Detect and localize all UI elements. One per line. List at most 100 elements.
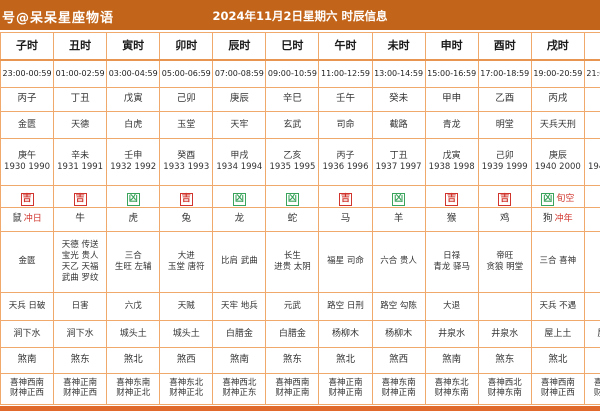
row-zodiac-cell: 猴 bbox=[425, 208, 478, 232]
year-list: 1939 1999 bbox=[479, 163, 531, 173]
row-hour-header-cell: 丑时 bbox=[54, 33, 107, 61]
row-time-range-cell: 15:00-16:59 bbox=[425, 60, 478, 88]
row-nayin-cell: 涧下水 bbox=[1, 321, 54, 348]
jishen-line: 生旺 左辅 bbox=[107, 262, 159, 273]
year-list: 1931 1991 bbox=[54, 163, 106, 173]
row-zodiac-cell: 猪 bbox=[584, 208, 600, 232]
jishen-line: 六合 贵人 bbox=[373, 256, 425, 267]
row-ganzhi-cell: 乙酉 bbox=[478, 88, 531, 112]
zodiac-name: 兔 bbox=[182, 213, 192, 224]
jishen-line: 日禄 bbox=[426, 251, 478, 262]
row-nayin-cell: 城头土 bbox=[160, 321, 213, 348]
row-inauspicious-spirits-cell: 路空 勾陈 bbox=[372, 293, 425, 321]
row-ganzhi-cell: 丁丑 bbox=[54, 88, 107, 112]
row-zodiac-cell: 牛 bbox=[54, 208, 107, 232]
row-zodiac-cell: 马 bbox=[319, 208, 372, 232]
row-auspicious-spirits-cell: 三合生旺 左辅 bbox=[107, 232, 160, 293]
row-ganzhi-cell: 丙子 bbox=[1, 88, 54, 112]
year-list: 1935 1995 bbox=[266, 163, 318, 173]
luck-badge: 吉 bbox=[74, 193, 87, 206]
jishen-line: 武曲 罗纹 bbox=[54, 273, 106, 284]
row-auspicious-spirits-cell: 长生进贵 太阴 bbox=[266, 232, 319, 293]
year-ganzhi: 庚午 bbox=[1, 151, 53, 161]
row-luck-cell: 凶旬空 bbox=[531, 186, 584, 208]
caishen-direction: 财神正南 bbox=[266, 389, 318, 399]
row-sha-direction-cell: 煞北 bbox=[319, 348, 372, 374]
row-time-range-cell: 09:00-10:59 bbox=[266, 60, 319, 88]
row-ganzhi-cell: 辛巳 bbox=[266, 88, 319, 112]
row-luck-cell: 凶 bbox=[107, 186, 160, 208]
row-ganzhi-cell: 壬午 bbox=[319, 88, 372, 112]
row-ganzhi-cell: 庚辰 bbox=[213, 88, 266, 112]
row-huangdao-spirit-cell: 天兵天刑 bbox=[531, 112, 584, 139]
row-huangdao-spirit-cell: 朱雀 bbox=[584, 112, 600, 139]
row-nayin-cell: 屋上土 bbox=[531, 321, 584, 348]
row-sha-direction-cell: 煞北 bbox=[531, 348, 584, 374]
row-zodiac-cell: 羊 bbox=[372, 208, 425, 232]
row-zodiac-cell: 虎 bbox=[107, 208, 160, 232]
row-huangdao-spirit-cell: 截路 bbox=[372, 112, 425, 139]
row-sha-direction-cell: 煞西 bbox=[372, 348, 425, 374]
luck-badge: 凶 bbox=[127, 193, 140, 206]
row-auspicious-spirits-cell: 金匮 bbox=[1, 232, 54, 293]
caishen-direction: 财神正南 bbox=[319, 389, 371, 399]
row-inauspicious-spirits-cell: 大退 bbox=[425, 293, 478, 321]
row-huangdao-spirit-cell: 青龙 bbox=[425, 112, 478, 139]
jishen-line: 长生 bbox=[266, 251, 318, 262]
caishen-direction: 财神正西 bbox=[54, 389, 106, 399]
row-inauspicious-spirits-cell: 六戊 bbox=[107, 293, 160, 321]
jishen-line: 天德 传送 bbox=[54, 240, 106, 251]
row-auspicious-spirits: 金匮天德 传送宝光 贵人天乙 天福武曲 罗纹三合生旺 左辅大进玉堂 唐符比肩 武… bbox=[1, 232, 600, 293]
year-list: 1941 2001 bbox=[585, 163, 600, 173]
row-time-range-cell: 19:00-20:59 bbox=[531, 60, 584, 88]
caishen-direction: 财神东南 bbox=[426, 389, 478, 399]
row-luck-cell: 凶 bbox=[372, 186, 425, 208]
row-ganzhi-cell: 丙戌 bbox=[531, 88, 584, 112]
row-time-range-cell: 01:00-02:59 bbox=[54, 60, 107, 88]
luck-badge: 凶 bbox=[286, 193, 299, 206]
zodiac-name: 猴 bbox=[447, 213, 457, 224]
row-time-range-cell: 13:00-14:59 bbox=[372, 60, 425, 88]
row-ganzhi-cell: 甲申 bbox=[425, 88, 478, 112]
row-inauspicious-spirits-cell: 日害 bbox=[54, 293, 107, 321]
row-sha-direction-cell: 煞东 bbox=[266, 348, 319, 374]
row-birth-years-cell: 辛巳 1941 2001 bbox=[584, 139, 600, 186]
row-inauspicious-spirits-cell: 路空 日刑 bbox=[319, 293, 372, 321]
row-time-range-cell: 05:00-06:59 bbox=[160, 60, 213, 88]
row-nayin-cell: 城头土 bbox=[107, 321, 160, 348]
row-nayin-cell: 井泉水 bbox=[425, 321, 478, 348]
row-huangdao-spirit-cell: 玉堂 bbox=[160, 112, 213, 139]
jishen-line: 进贵 太阴 bbox=[266, 262, 318, 273]
caishen-direction: 财神正南 bbox=[373, 389, 425, 399]
year-ganzhi: 癸酉 bbox=[160, 151, 212, 161]
row-nayin-cell: 白腊金 bbox=[213, 321, 266, 348]
jishen-line: 帝旺 bbox=[479, 251, 531, 262]
row-nayin-cell: 屋上土 bbox=[584, 321, 600, 348]
row-luck-cell: 凶 bbox=[213, 186, 266, 208]
row-hour-header-cell: 子时 bbox=[1, 33, 54, 61]
row-sha-direction-cell: 煞南 bbox=[425, 348, 478, 374]
row-auspicious-spirits-cell: 天德 传送宝光 贵人天乙 天福武曲 罗纹 bbox=[54, 232, 107, 293]
row-inauspicious-spirits-cell: 旬空 bbox=[584, 293, 600, 321]
year-ganzhi: 丙子 bbox=[319, 151, 371, 161]
row-huangdao-spirit-cell: 天德 bbox=[54, 112, 107, 139]
year-ganzhi: 辛巳 bbox=[585, 151, 600, 161]
year-ganzhi: 己卯 bbox=[479, 151, 531, 161]
row-luck-cell: 吉 bbox=[1, 186, 54, 208]
year-ganzhi: 戊寅 bbox=[426, 151, 478, 161]
row-hour-header-cell: 卯时 bbox=[160, 33, 213, 61]
row-sha-direction: 煞南煞东煞北煞西煞南煞东煞北煞西煞南煞东煞北煞西 bbox=[1, 348, 600, 374]
row-sha-direction-cell: 煞北 bbox=[107, 348, 160, 374]
row-time-range-cell: 07:00-08:59 bbox=[213, 60, 266, 88]
year-ganzhi: 丁丑 bbox=[373, 151, 425, 161]
caishen-direction: 财神正北 bbox=[160, 389, 212, 399]
zodiac-name: 马 bbox=[341, 213, 351, 224]
row-inauspicious-spirits-cell: 天贼 bbox=[160, 293, 213, 321]
row-huangdao-spirit-cell: 金匮 bbox=[1, 112, 54, 139]
caishen-direction: 财神正西 bbox=[532, 389, 584, 399]
year-list: 1936 1996 bbox=[319, 163, 371, 173]
